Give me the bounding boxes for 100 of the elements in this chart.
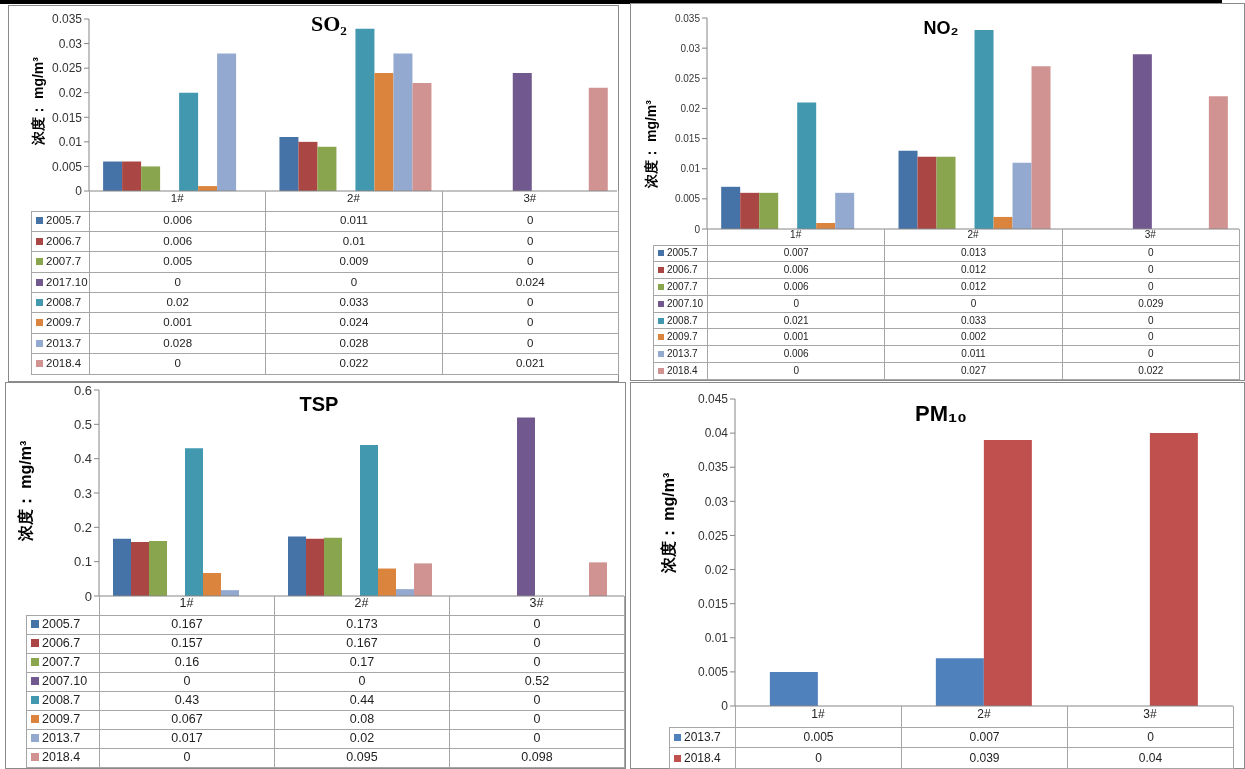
- legend-label: 2005.7: [26, 615, 100, 634]
- data-label: 0.027: [884, 362, 1063, 380]
- y-tick-label: 0.005: [51, 159, 83, 174]
- x-tick-label: 2#: [967, 229, 979, 241]
- bar: [517, 417, 535, 596]
- data-label: 0.011: [265, 211, 443, 232]
- data-label: 0.001: [707, 328, 885, 346]
- data-label: 0.005: [89, 251, 266, 273]
- bar: [721, 186, 741, 229]
- chart-title: TSP: [299, 392, 339, 416]
- y-axis-title: 浓度： mg/m³: [643, 100, 660, 188]
- bar: [122, 161, 142, 191]
- data-label: 0: [1067, 727, 1234, 748]
- bar: [835, 192, 855, 229]
- legend-label: 2007.7: [653, 278, 708, 296]
- y-tick-label: 0.4: [73, 451, 92, 467]
- legend-label: 2008.7: [31, 292, 90, 313]
- bar: [414, 563, 432, 596]
- x-tick-label: 3#: [529, 596, 544, 611]
- data-label: 0: [449, 653, 625, 672]
- data-label: 0.067: [99, 710, 275, 729]
- legend-label: 2017.10: [31, 272, 90, 293]
- data-label: 0.43: [99, 691, 275, 710]
- data-label: 0: [884, 295, 1063, 313]
- bar: [374, 73, 394, 191]
- y-tick-label: 0.035: [697, 460, 729, 475]
- y-axis-title: 浓度： mg/m³: [30, 57, 47, 145]
- y-tick-label: 0.02: [704, 562, 729, 577]
- bar: [217, 53, 237, 191]
- legend-label: 2013.7: [653, 345, 708, 363]
- y-tick-label: 0.035: [51, 12, 83, 27]
- data-label: 0.095: [274, 748, 450, 767]
- data-label: 0.08: [274, 710, 450, 729]
- x-tick-label: 1#: [170, 192, 185, 205]
- y-tick-label: 0.005: [697, 665, 729, 680]
- bar: [759, 192, 779, 229]
- y-tick-label: 0.3: [73, 485, 92, 501]
- y-tick-label: 0.045: [697, 392, 729, 407]
- y-tick-label: 0.03: [704, 494, 729, 509]
- data-label: 0: [89, 353, 266, 375]
- y-tick-label: 0.025: [697, 528, 729, 543]
- legend-label: 2007.10: [26, 672, 100, 691]
- data-label: 0.098: [449, 748, 625, 767]
- data-label: 0.012: [884, 278, 1063, 296]
- bar: [512, 73, 532, 191]
- data-label: 0.028: [89, 333, 266, 354]
- y-tick-label: 0.02: [58, 85, 83, 100]
- y-tick-label: 0.03: [58, 36, 83, 51]
- data-label: 0.033: [265, 292, 443, 313]
- data-label: 0.011: [884, 345, 1063, 363]
- y-tick-label: 0.01: [680, 163, 701, 175]
- data-label: 0.006: [89, 211, 266, 232]
- legend-label: 2009.7: [653, 328, 708, 346]
- data-label: 0.001: [89, 312, 266, 334]
- data-label: 0.02: [274, 729, 450, 748]
- bar: [936, 156, 956, 229]
- data-label: 0: [449, 634, 625, 653]
- bar: [113, 538, 131, 596]
- legend-label: 2005.7: [653, 245, 708, 262]
- x-tick-label: 2#: [977, 707, 991, 722]
- data-label: 0.024: [265, 312, 443, 334]
- y-tick-label: 0.01: [704, 631, 729, 646]
- y-tick-label: 0.01: [58, 135, 83, 150]
- data-label: 0: [1062, 261, 1240, 279]
- data-label: 0.021: [442, 353, 619, 375]
- data-label: 0.006: [89, 231, 266, 252]
- y-tick-label: 0.6: [73, 382, 92, 398]
- bar: [917, 156, 937, 229]
- legend-label: 2006.7: [26, 634, 100, 653]
- bar: [898, 150, 918, 229]
- bar: [1208, 96, 1228, 229]
- bar: [279, 136, 299, 191]
- data-label: 0: [274, 672, 450, 691]
- data-label: 0.009: [265, 251, 443, 273]
- data-label: 0.012: [884, 261, 1063, 279]
- y-tick-label: 0: [84, 588, 92, 604]
- bar: [103, 161, 123, 191]
- legend-label: 2018.4: [669, 747, 736, 768]
- data-label: 0: [1062, 328, 1240, 346]
- data-label: 0: [442, 211, 619, 232]
- x-tick-label: 2#: [347, 192, 361, 205]
- data-label: 0.022: [1062, 362, 1240, 380]
- data-label: 0.173: [274, 615, 450, 634]
- data-label: 0: [99, 748, 275, 767]
- data-label: 0.16: [99, 653, 275, 672]
- y-tick-label: 0.035: [674, 12, 701, 24]
- legend-label: 2006.7: [31, 231, 90, 252]
- data-label: 0.44: [274, 691, 450, 710]
- data-label: 0.029: [1062, 295, 1240, 313]
- bar: [1031, 66, 1051, 229]
- data-label: 0: [1062, 345, 1240, 363]
- legend-label: 2007.10: [653, 295, 708, 313]
- y-tick-label: 0.1: [73, 554, 92, 570]
- bar: [149, 541, 167, 596]
- bar: [589, 562, 607, 596]
- data-label: 0: [442, 292, 619, 313]
- y-tick-label: 0.025: [674, 72, 701, 84]
- legend-label: 2013.7: [31, 333, 90, 354]
- data-label: 0.167: [99, 615, 275, 634]
- y-tick-label: 0: [721, 699, 729, 714]
